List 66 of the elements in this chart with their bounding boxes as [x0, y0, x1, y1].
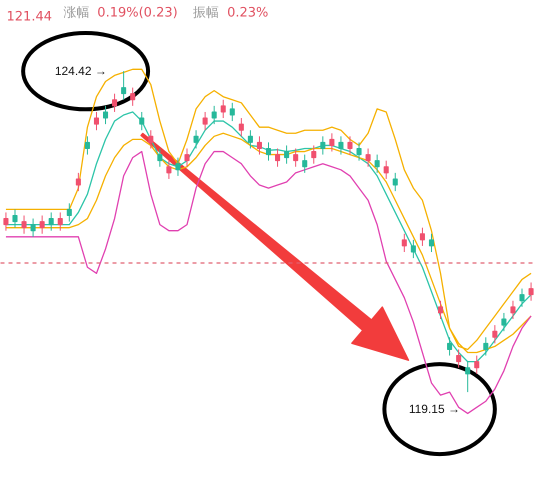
candlestick	[284, 144, 290, 164]
candlestick	[356, 142, 362, 162]
candlestick	[420, 227, 425, 246]
candlestick	[157, 148, 162, 168]
annotation: 0.23%	[227, 6, 268, 20]
candlestick	[338, 136, 344, 156]
candlestick	[438, 300, 444, 320]
annotation: 0.19%(0.23)	[97, 6, 178, 20]
candlestick	[112, 93, 118, 112]
candlestick	[30, 218, 36, 238]
candlestick	[483, 336, 488, 356]
candlestick	[492, 324, 498, 344]
candlestick	[474, 355, 480, 374]
candlestick	[3, 212, 8, 232]
candlestick	[528, 282, 534, 302]
candlestick	[220, 99, 226, 119]
candlestick	[402, 233, 407, 253]
candlestick	[293, 148, 298, 168]
candlestick	[40, 214, 45, 234]
candlestick	[329, 132, 334, 152]
annotation: 119.15 →	[408, 402, 460, 416]
candlestick	[121, 70, 126, 100]
candlestick	[194, 130, 199, 149]
candlestick	[374, 154, 380, 174]
candlestick	[501, 312, 506, 332]
candlestick	[320, 136, 326, 156]
candlestick	[410, 239, 416, 259]
candlestick	[102, 105, 108, 125]
candlestick	[175, 157, 180, 176]
candlestick	[166, 160, 172, 180]
candlestick	[94, 111, 100, 131]
candlestick	[130, 87, 136, 106]
candlestick	[256, 136, 262, 156]
candlestick	[148, 130, 154, 149]
candlestick	[366, 148, 371, 168]
candlestick	[347, 136, 353, 156]
candlestick	[392, 172, 398, 192]
candlestick	[58, 212, 63, 232]
candlestick	[384, 160, 389, 180]
annotation: 振幅	[193, 6, 220, 20]
candlestick	[22, 214, 27, 234]
candlestick	[230, 102, 235, 122]
candlestick	[48, 212, 54, 232]
candlestick	[76, 172, 81, 192]
candlestick	[311, 144, 316, 164]
candlestick	[266, 142, 272, 162]
candlestick	[212, 105, 217, 125]
candlestick	[12, 208, 18, 228]
candlestick	[302, 154, 308, 174]
candlestick	[184, 148, 190, 168]
annotation: 124.42 →	[54, 64, 107, 78]
candlestick	[139, 111, 144, 131]
candlestick	[238, 118, 244, 137]
annotation: 涨幅	[63, 6, 90, 20]
candlestick	[428, 233, 434, 253]
candlestick	[447, 336, 452, 356]
candlestick	[275, 148, 280, 168]
candlestick	[456, 348, 462, 368]
candlestick	[66, 202, 72, 222]
candlestick	[519, 288, 525, 308]
candlestick	[510, 300, 516, 320]
candlestick	[84, 136, 90, 156]
candlestick	[248, 130, 253, 149]
annotation: 121.44	[6, 10, 52, 24]
candlestick	[465, 361, 470, 393]
candlestick	[202, 111, 208, 131]
